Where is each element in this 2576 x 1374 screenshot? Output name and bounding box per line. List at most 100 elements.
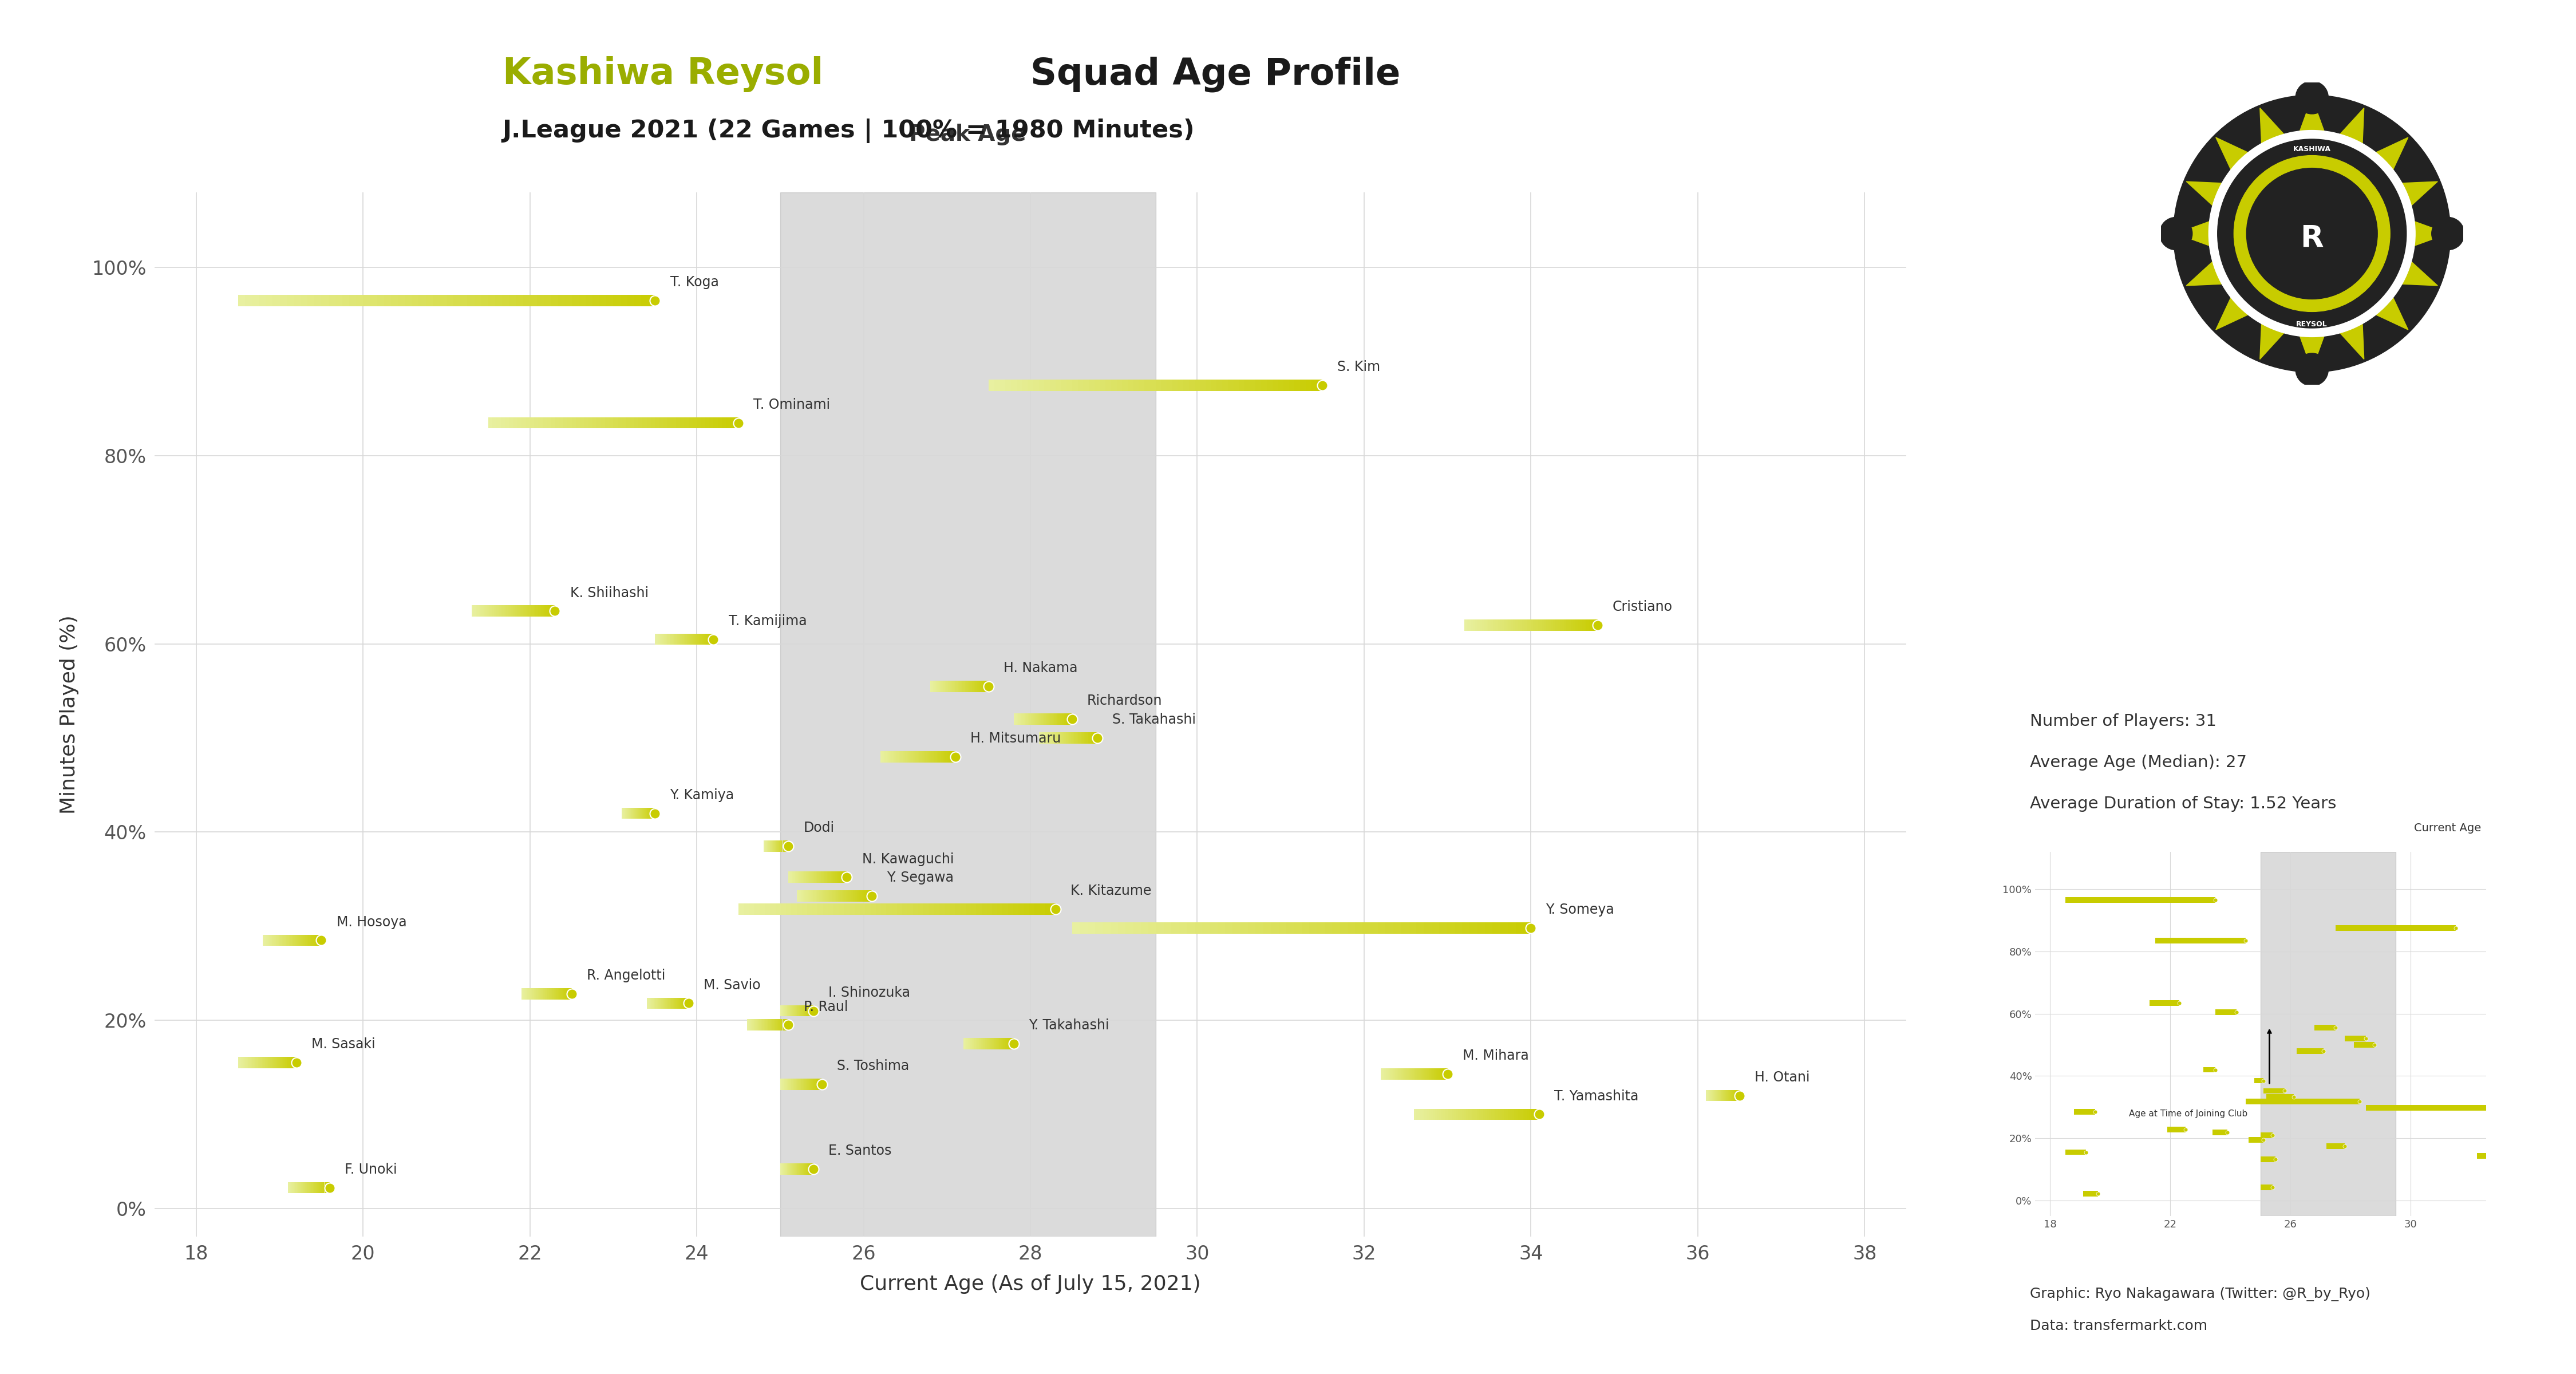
Bar — [551, 295, 559, 306]
Bar — [577, 418, 580, 429]
Bar — [2298, 1048, 2324, 1054]
Bar — [397, 295, 404, 306]
Bar — [2213, 1129, 2228, 1135]
Bar — [580, 295, 585, 306]
Bar — [1188, 922, 1195, 934]
Bar — [1157, 922, 1164, 934]
Bar — [355, 295, 363, 306]
Bar — [2267, 1094, 2293, 1101]
Bar — [641, 418, 647, 429]
Bar — [1018, 904, 1023, 915]
Bar — [536, 295, 544, 306]
Bar — [621, 295, 626, 306]
Bar — [531, 295, 536, 306]
Text: Dodi: Dodi — [804, 822, 835, 835]
Bar — [1007, 904, 1012, 915]
Bar — [680, 418, 685, 429]
Text: Squad Age Profile: Squad Age Profile — [1030, 56, 1401, 92]
Bar — [1051, 904, 1056, 915]
Bar — [1221, 379, 1229, 390]
Bar — [2478, 1153, 2501, 1158]
Bar — [1002, 904, 1007, 915]
Text: M. Mihara: M. Mihara — [1463, 1048, 1528, 1062]
Bar — [755, 904, 760, 915]
Bar — [1195, 922, 1203, 934]
Bar — [961, 904, 966, 915]
Bar — [533, 418, 538, 429]
Bar — [693, 418, 696, 429]
Bar — [1363, 922, 1370, 934]
Bar — [572, 295, 580, 306]
Bar — [466, 295, 474, 306]
Bar — [1340, 922, 1347, 934]
Bar — [701, 418, 706, 429]
Bar — [327, 295, 335, 306]
Bar — [585, 295, 592, 306]
Bar — [1309, 922, 1316, 934]
Bar — [1190, 379, 1195, 390]
Text: F. Unoki: F. Unoki — [345, 1162, 397, 1176]
Text: Kashiwa Reysol: Kashiwa Reysol — [502, 56, 824, 92]
Polygon shape — [2215, 137, 2249, 169]
Bar — [500, 418, 505, 429]
Text: T. Ominami: T. Ominami — [752, 398, 829, 412]
Bar — [618, 418, 621, 429]
Bar — [1028, 379, 1033, 390]
Bar — [1010, 379, 1018, 390]
Bar — [1167, 379, 1172, 390]
Bar — [631, 418, 634, 429]
Bar — [1378, 922, 1386, 934]
Bar — [1425, 922, 1432, 934]
Text: K. Shiihashi: K. Shiihashi — [569, 585, 649, 599]
Polygon shape — [2177, 221, 2210, 246]
Circle shape — [2218, 139, 2406, 328]
Text: H. Otani: H. Otani — [1754, 1070, 1811, 1084]
Bar — [2166, 1127, 2184, 1132]
Bar — [1515, 922, 1522, 934]
Text: Graphic: Ryo Nakagawara (Twitter: @R_by_Ryo): Graphic: Ryo Nakagawara (Twitter: @R_by_… — [2030, 1287, 2370, 1301]
Bar — [675, 418, 680, 429]
Bar — [1206, 379, 1211, 390]
Bar — [1028, 904, 1036, 915]
Text: R. Angelotti: R. Angelotti — [587, 969, 665, 982]
Bar — [531, 418, 533, 429]
Bar — [981, 904, 987, 915]
Bar — [598, 418, 600, 429]
Bar — [505, 418, 510, 429]
Bar — [613, 418, 618, 429]
Bar — [314, 295, 322, 306]
Bar — [1293, 922, 1301, 934]
Bar — [641, 295, 649, 306]
Circle shape — [2432, 217, 2465, 250]
Bar — [515, 295, 523, 306]
Bar — [871, 904, 876, 915]
Bar — [945, 904, 951, 915]
Bar — [708, 418, 714, 429]
Bar — [587, 418, 592, 429]
Polygon shape — [2339, 109, 2365, 143]
Bar — [572, 418, 577, 429]
Text: J.League 2021 (22 Games | 100% = 1980 Minutes): J.League 2021 (22 Games | 100% = 1980 Mi… — [502, 118, 1195, 143]
Bar — [544, 418, 546, 429]
Bar — [999, 379, 1005, 390]
Bar — [1005, 379, 1010, 390]
Bar — [1139, 379, 1144, 390]
Bar — [363, 295, 371, 306]
Bar — [600, 418, 605, 429]
Bar — [2215, 1010, 2236, 1015]
Bar — [786, 904, 791, 915]
Bar — [502, 295, 510, 306]
Bar — [2344, 1036, 2365, 1041]
Text: P. Raul: P. Raul — [804, 1000, 848, 1014]
Bar — [1273, 379, 1278, 390]
Bar — [1332, 922, 1340, 934]
Bar — [626, 295, 634, 306]
Bar — [1079, 922, 1087, 934]
Bar — [281, 295, 286, 306]
Bar — [835, 904, 840, 915]
Bar — [956, 904, 961, 915]
Text: S. Toshima: S. Toshima — [837, 1059, 909, 1073]
Bar — [2066, 1150, 2087, 1156]
Bar — [2326, 1143, 2344, 1149]
Bar — [860, 904, 866, 915]
